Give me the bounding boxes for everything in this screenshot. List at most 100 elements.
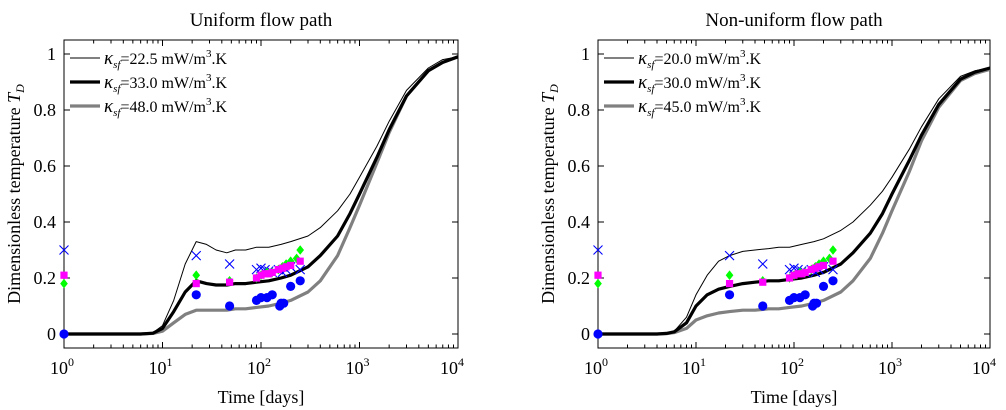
marker-square (226, 278, 234, 286)
legend-symbol: κ (638, 72, 648, 93)
legend-unit-tail: .K (745, 51, 761, 68)
y-axis-label-symbol: T (538, 91, 558, 103)
x-tick-label-base: 10 (584, 358, 602, 378)
legend-superscript: 3 (206, 96, 212, 108)
marker-circle (811, 298, 822, 308)
x-axis-label: Time [days] (751, 387, 838, 407)
marker-square (785, 274, 794, 282)
marker-x (828, 264, 838, 275)
marker-square (829, 257, 837, 265)
marker-square (257, 271, 265, 279)
series-line-gray (64, 55, 458, 336)
series-line-thin (598, 67, 990, 335)
marker-x (593, 245, 603, 255)
x-tick-label-exponent: 2 (265, 355, 271, 369)
legend-entry: κsf=48.0 mW/m3.K (104, 96, 227, 119)
marker-circle (59, 329, 69, 339)
marker-x (191, 250, 202, 261)
marker-x (724, 250, 735, 261)
marker-x (757, 259, 768, 269)
marker-x-stroke (757, 259, 768, 269)
legend-entry: κsf=45.0 mW/m3.K (638, 96, 761, 119)
marker-circle (295, 276, 305, 286)
x-tick-label-base: 10 (440, 358, 458, 378)
marker-square (815, 263, 823, 271)
y-axis-label-text: Dimensionless temperature (4, 103, 24, 304)
y-axis-label-subscript: D (547, 84, 561, 94)
marker-x-stroke (191, 250, 202, 261)
y-tick-label: 0.6 (34, 156, 57, 176)
chart-panel-2: 100 101 102 103 10400.20.40.60.81Non-uniform… (538, 10, 996, 407)
legend-superscript: 3 (740, 72, 746, 84)
marker-square (282, 263, 290, 271)
marker-circle (225, 301, 235, 311)
x-tick-label-base: 10 (149, 358, 167, 378)
x-tick-label: 104 (972, 355, 996, 378)
x-tick-label-exponent: 4 (458, 355, 464, 369)
legend-symbol: κ (104, 72, 114, 93)
legend-symbol: κ (104, 96, 114, 117)
marker-square (274, 266, 282, 274)
marker-series-magenta-square (60, 257, 304, 288)
marker-circle (828, 276, 838, 286)
x-tick-label: 102 (247, 355, 271, 378)
x-tick-label-base: 10 (50, 358, 68, 378)
legend-unit-tail: .K (745, 75, 761, 92)
marker-circle (279, 298, 289, 308)
marker-circle (818, 281, 829, 291)
y-tick-label: 1 (47, 44, 56, 64)
x-axis-label: Time [days] (218, 387, 305, 407)
legend-symbol: κ (638, 48, 648, 69)
legend-subscript: sf (113, 107, 122, 119)
x-tick-label: 100 (50, 355, 74, 378)
marker-circle (286, 281, 296, 291)
legend-value: =22.5 mW/m (120, 51, 206, 68)
marker-square (296, 257, 304, 265)
marker-diamond (296, 245, 305, 255)
marker-x-stroke (59, 245, 69, 255)
y-tick-label: 0.8 (568, 100, 591, 120)
legend-unit-tail: .K (745, 99, 761, 116)
x-tick-label: 101 (149, 355, 173, 378)
legend-symbol: κ (104, 48, 114, 69)
legend-superscript: 3 (206, 72, 212, 84)
chart-title: Uniform flow path (190, 10, 333, 31)
marker-diamond (286, 256, 295, 266)
y-axis-label: Dimensionless temperature TD (4, 84, 27, 304)
x-tick-label-exponent: 4 (990, 355, 996, 369)
chart-title: Non-uniform flow path (705, 10, 883, 31)
x-tick-label: 100 (584, 355, 608, 378)
marker-x-stroke (256, 263, 266, 274)
legend-value: =30.0 mW/m (654, 75, 740, 92)
marker-diamond (725, 270, 734, 280)
y-axis-label-symbol: T (4, 91, 24, 103)
legend-subscript: sf (647, 107, 656, 119)
x-tick-label-exponent: 1 (700, 355, 706, 369)
marker-x-stroke (828, 264, 838, 275)
marker-x-stroke (593, 245, 603, 255)
legend-subscript: sf (113, 59, 122, 71)
y-tick-label: 0.4 (34, 212, 57, 232)
legend-value: =45.0 mW/m (654, 99, 740, 116)
x-tick-label: 102 (780, 355, 804, 378)
marker-square (252, 274, 261, 282)
y-tick-label: 0.8 (34, 100, 57, 120)
marker-square (261, 270, 269, 278)
x-tick-label-base: 10 (247, 358, 265, 378)
marker-diamond (594, 278, 602, 289)
x-tick-label-exponent: 0 (68, 355, 74, 369)
marker-x (59, 245, 69, 255)
marker-square (807, 266, 815, 274)
x-tick-label-exponent: 3 (896, 355, 902, 369)
marker-square (278, 264, 287, 272)
marker-circle (267, 290, 277, 300)
marker-square (60, 271, 68, 279)
marker-square (819, 261, 828, 269)
y-tick-label: 0.4 (568, 212, 591, 232)
legend-value: =20.0 mW/m (654, 51, 740, 68)
marker-x (295, 264, 306, 275)
marker-square (801, 268, 809, 276)
